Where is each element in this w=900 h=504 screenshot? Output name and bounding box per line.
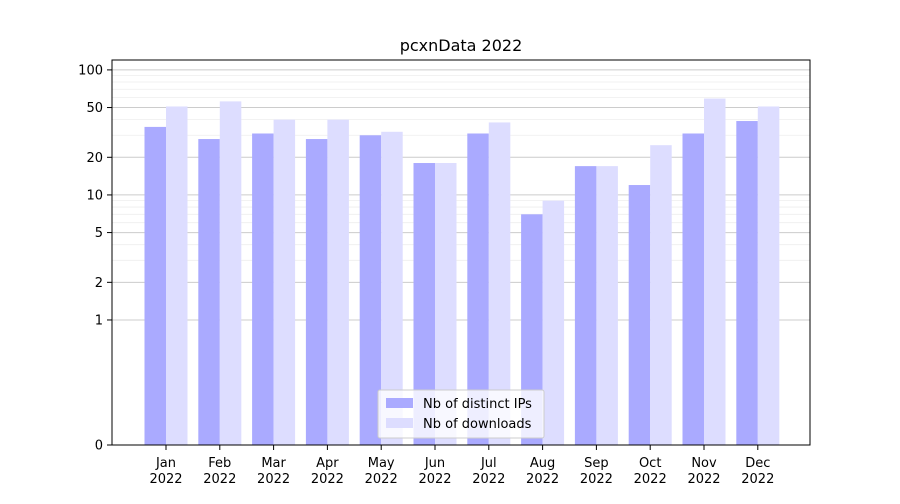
bar-distinct-ips — [198, 139, 220, 445]
y-tick-label: 5 — [95, 226, 103, 241]
x-tick-label-month: Sep — [584, 456, 609, 471]
bar-downloads — [435, 163, 457, 445]
y-tick-label: 100 — [78, 63, 103, 78]
y-tick-label: 20 — [86, 151, 103, 166]
legend-label: Nb of distinct IPs — [423, 397, 532, 412]
bar-downloads — [381, 131, 403, 445]
x-tick-label-month: Nov — [691, 456, 717, 471]
bar-distinct-ips — [413, 163, 435, 445]
bar-distinct-ips — [574, 166, 597, 445]
x-tick-label-year: 2022 — [365, 472, 398, 487]
y-tick-label: 10 — [86, 188, 103, 203]
y-tick-label: 50 — [86, 101, 103, 116]
x-tick-label-year: 2022 — [526, 472, 559, 487]
bar-downloads — [704, 98, 726, 446]
bar-distinct-ips — [736, 121, 758, 446]
bar-downloads — [219, 101, 242, 445]
bar-distinct-ips — [628, 185, 651, 445]
x-tick-label-year: 2022 — [741, 472, 774, 487]
x-tick-label-month: Mar — [261, 456, 286, 471]
legend: Nb of distinct IPs Nb of downloads — [377, 389, 545, 439]
bar-downloads — [650, 145, 672, 445]
x-tick-label-month: Aug — [530, 456, 555, 471]
x-tick-label-month: Jun — [424, 456, 445, 471]
x-tick-label-month: May — [368, 456, 395, 471]
x-tick-label-year: 2022 — [418, 472, 451, 487]
x-tick-label-year: 2022 — [580, 472, 613, 487]
plot-frame — [111, 59, 811, 446]
bar-downloads — [488, 122, 511, 445]
bar-distinct-ips — [144, 126, 166, 446]
bar-downloads — [327, 119, 349, 446]
y-tick-label: 2 — [95, 276, 103, 291]
y-tick-label: 1 — [95, 313, 103, 328]
legend-label: Nb of downloads — [423, 417, 532, 432]
x-tick-label-year: 2022 — [203, 472, 236, 487]
bar-downloads — [542, 200, 565, 445]
bar-downloads — [273, 119, 296, 446]
legend-swatch — [386, 418, 413, 428]
bar-downloads — [596, 166, 618, 445]
x-tick-label-year: 2022 — [634, 472, 667, 487]
bar-distinct-ips — [252, 133, 274, 445]
bar-distinct-ips — [467, 133, 489, 445]
x-tick-label-month: Oct — [639, 456, 661, 471]
bar-distinct-ips — [682, 133, 704, 445]
x-tick-label-month: Apr — [316, 456, 339, 471]
x-tick-label-year: 2022 — [472, 472, 505, 487]
axis-layer: 0125102050100Jan2022Feb2022Mar2022Apr202… — [78, 63, 774, 487]
x-tick-label-month: Jan — [155, 456, 176, 471]
bars-layer — [144, 98, 780, 446]
y-tick-label: 0 — [95, 439, 103, 454]
bar-downloads — [757, 106, 780, 445]
bar-distinct-ips — [521, 214, 543, 445]
legend-swatch — [386, 398, 413, 408]
x-tick-label-month: Feb — [208, 456, 231, 471]
x-tick-label-month: Dec — [745, 456, 770, 471]
x-tick-label-year: 2022 — [257, 472, 290, 487]
legend-box — [377, 389, 545, 439]
bar-distinct-ips — [359, 135, 382, 445]
x-tick-label-year: 2022 — [149, 472, 182, 487]
x-tick-label-year: 2022 — [311, 472, 344, 487]
chart-title: pcxnData 2022 — [400, 36, 523, 55]
x-tick-label-year: 2022 — [687, 472, 720, 487]
bar-downloads — [166, 106, 188, 445]
bar-distinct-ips — [305, 139, 328, 445]
x-tick-label-month: Jul — [480, 456, 497, 471]
